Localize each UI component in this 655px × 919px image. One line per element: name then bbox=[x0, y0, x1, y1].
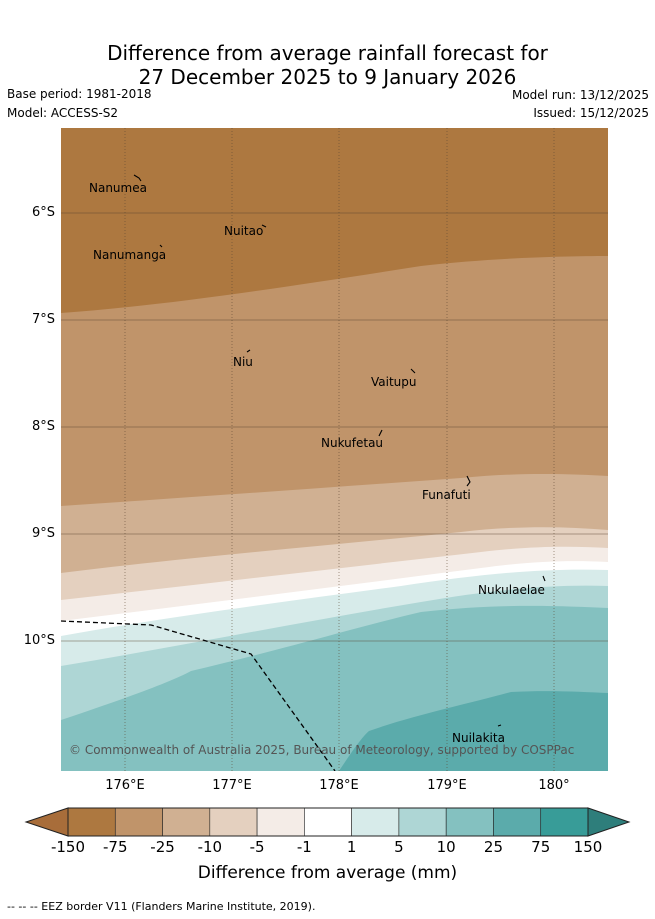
colorbar-cell bbox=[540, 807, 589, 837]
colorbar-cell bbox=[351, 807, 400, 837]
colorbar-tick-label: 75 bbox=[531, 838, 551, 856]
island-nanumanga bbox=[159, 244, 163, 248]
colorbar-arrow-high bbox=[587, 807, 631, 837]
title-line-2: 27 December 2025 to 9 January 2026 bbox=[138, 65, 517, 89]
colorbar-cell bbox=[209, 807, 258, 837]
label-nukufetau: Nukufetau bbox=[321, 436, 383, 450]
colorbar-tick-label: -25 bbox=[150, 838, 175, 856]
label-nuitao: Nuitao bbox=[224, 224, 263, 238]
colorbar-tick-label: -10 bbox=[197, 838, 223, 856]
eez-footnote: -- -- -- EEZ border V11 (Flanders Marine… bbox=[7, 900, 316, 913]
colorbar-title: Difference from average (mm) bbox=[197, 863, 458, 883]
colorbar-tick-label: 5 bbox=[394, 838, 404, 856]
label-vaitupu: Vaitupu bbox=[371, 375, 417, 389]
label-funafuti: Funafuti bbox=[422, 488, 471, 502]
lon-label-180: 180° bbox=[538, 778, 570, 793]
model-name: Model: ACCESS-S2 bbox=[7, 106, 119, 120]
colorbar-tick-label: -5 bbox=[249, 838, 265, 856]
island-niu bbox=[246, 349, 251, 353]
colorbar bbox=[24, 807, 631, 837]
eez-border bbox=[61, 620, 336, 771]
issued-date: Issued: 15/12/2025 bbox=[533, 106, 649, 120]
lon-label-177e: 177°E bbox=[212, 778, 252, 793]
colorbar-cell bbox=[162, 807, 211, 837]
lat-label-6s: 6°S bbox=[31, 205, 55, 220]
lat-label-7s: 7°S bbox=[31, 312, 55, 327]
label-nuilakita: Nuilakita bbox=[452, 731, 505, 745]
label-niu: Niu bbox=[233, 355, 253, 369]
island-nuilakita bbox=[497, 724, 502, 727]
island-funafuti bbox=[466, 475, 471, 487]
colorbar-cell bbox=[304, 807, 352, 837]
island-nanumea bbox=[133, 174, 142, 182]
colorbar-cell bbox=[398, 807, 447, 837]
label-nanumea: Nanumea bbox=[89, 181, 147, 195]
colorbar-cell bbox=[493, 807, 542, 837]
colorbar-cell bbox=[67, 807, 116, 837]
lat-label-10s: 10°S bbox=[23, 633, 55, 648]
title-line-1: Difference from average rainfall forecas… bbox=[107, 41, 548, 65]
colorbar-tick-label: 10 bbox=[436, 838, 456, 856]
colorbar-tick-label: -150 bbox=[50, 838, 86, 856]
label-nanumanga: Nanumanga bbox=[93, 248, 166, 262]
band-25-to-75 bbox=[339, 691, 608, 771]
island-nukulaelae bbox=[542, 575, 546, 582]
label-nukulaelae: Nukulaelae bbox=[478, 583, 545, 597]
model-run: Model run: 13/12/2025 bbox=[511, 88, 649, 102]
lon-label-179e: 179°E bbox=[427, 778, 467, 793]
colorbar-tick-label: -1 bbox=[296, 838, 312, 856]
lon-label-178e: 178°E bbox=[319, 778, 359, 793]
rainfall-map[interactable]: Nanumea Nuitao Nanumanga Niu Vaitupu Nuk… bbox=[61, 128, 608, 771]
colorbar-tick-label: 25 bbox=[483, 838, 503, 856]
colorbar-cell bbox=[256, 807, 305, 837]
base-period: Base period: 1981-2018 bbox=[7, 87, 152, 101]
copyright-notice: © Commonwealth of Australia 2025, Bureau… bbox=[69, 743, 574, 757]
colorbar-tick-label: 1 bbox=[346, 838, 357, 856]
island-nuitao bbox=[261, 224, 267, 228]
colorbar-tick-label: -75 bbox=[103, 838, 128, 856]
colorbar-arrow-low bbox=[24, 807, 69, 837]
colorbar-cell bbox=[114, 807, 163, 837]
lon-label-176e: 176°E bbox=[105, 778, 145, 793]
island-vaitupu bbox=[410, 368, 416, 374]
lat-label-9s: 9°S bbox=[31, 526, 55, 541]
colorbar-cell bbox=[445, 807, 494, 837]
island-nukufetau bbox=[378, 429, 383, 437]
colorbar-tick-label: 150 bbox=[573, 838, 603, 856]
lat-label-8s: 8°S bbox=[31, 419, 55, 434]
